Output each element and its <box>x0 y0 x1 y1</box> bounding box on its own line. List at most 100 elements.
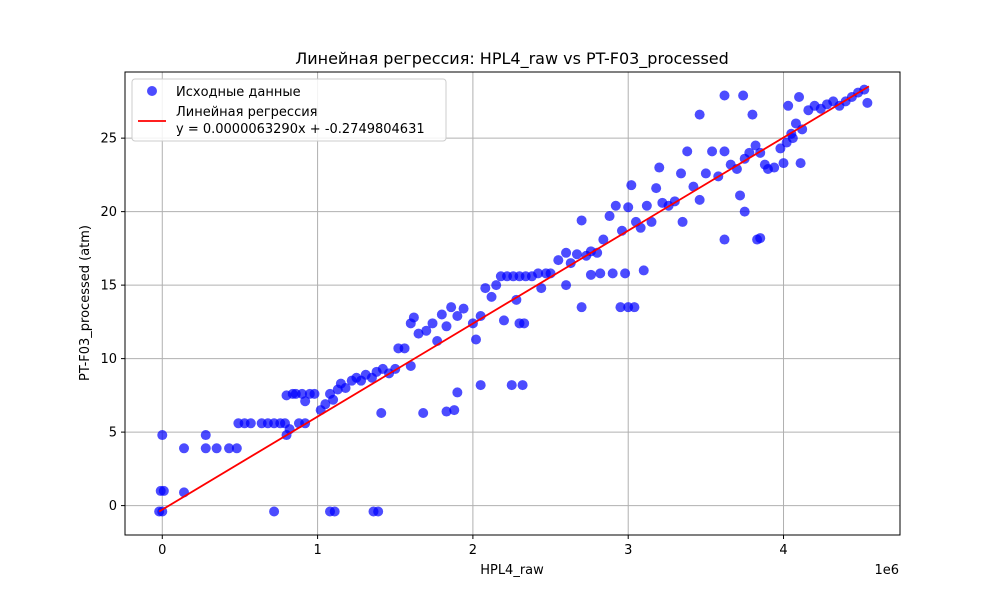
data-point <box>778 158 789 169</box>
data-point <box>421 325 432 336</box>
data-point <box>320 399 331 410</box>
data-point <box>641 200 652 211</box>
data-point <box>561 247 572 258</box>
data-point <box>179 443 190 454</box>
x-tick-label: 2 <box>469 543 477 558</box>
data-point <box>408 312 419 323</box>
data-point <box>506 380 517 391</box>
data-point <box>576 215 587 226</box>
regression-line <box>158 85 870 513</box>
data-point <box>787 133 798 144</box>
data-point <box>511 294 522 305</box>
data-point <box>862 97 873 108</box>
data-point <box>300 396 311 407</box>
data-point <box>638 265 649 276</box>
data-point <box>441 321 452 332</box>
data-point <box>405 360 416 371</box>
x-tick-label: 0 <box>158 543 166 558</box>
x-tick-label: 3 <box>624 543 632 558</box>
data-point <box>200 443 211 454</box>
data-point <box>646 216 657 227</box>
data-point <box>211 443 222 454</box>
y-tick-label: 10 <box>100 352 117 367</box>
data-point <box>623 202 634 213</box>
data-point <box>615 302 626 313</box>
x-tick-label: 4 <box>779 543 787 558</box>
data-point <box>475 310 486 321</box>
data-point <box>694 194 705 205</box>
data-point <box>795 158 806 169</box>
data-point <box>607 268 618 279</box>
data-point <box>604 211 615 222</box>
x-offset-label: 1e6 <box>874 563 899 578</box>
data-point <box>769 162 780 173</box>
data-point <box>498 315 509 326</box>
data-point <box>340 383 351 394</box>
data-point <box>595 268 606 279</box>
data-point <box>775 143 786 154</box>
data-point <box>458 303 469 314</box>
data-point <box>517 380 528 391</box>
x-axis-label: HPL4_raw <box>480 563 544 578</box>
data-point <box>694 109 705 120</box>
data-point <box>446 302 457 313</box>
data-point <box>373 506 384 517</box>
data-point <box>682 146 693 157</box>
data-point <box>413 328 424 339</box>
data-point <box>719 146 730 157</box>
legend-entry-data: Исходные данные <box>176 85 301 100</box>
data-point <box>328 394 339 405</box>
legend-box <box>131 78 447 142</box>
data-point <box>719 90 730 101</box>
chart-title: Линейная регрессия: HPL4_raw vs PT-F03_p… <box>295 49 729 69</box>
data-point <box>585 269 596 280</box>
plot-frame <box>124 71 901 536</box>
data-point <box>707 146 718 157</box>
axis-ticks: 0 1 2 3 4 0 5 10 15 20 25 <box>100 132 787 558</box>
data-point <box>739 206 750 217</box>
data-point <box>571 249 582 260</box>
data-point <box>735 190 746 201</box>
data-point <box>561 280 572 291</box>
x-tick-label: 1 <box>313 543 321 558</box>
data-point <box>452 310 463 321</box>
data-point <box>677 216 688 227</box>
data-point <box>452 387 463 398</box>
data-point <box>471 334 482 345</box>
data-point <box>598 234 609 245</box>
data-point <box>418 408 429 419</box>
data-point <box>651 183 662 194</box>
data-point <box>610 200 621 211</box>
data-point <box>719 234 730 245</box>
data-point <box>676 168 687 179</box>
data-point <box>797 124 808 135</box>
data-point <box>200 430 211 441</box>
data-point <box>427 318 438 329</box>
data-point <box>309 388 320 399</box>
data-point <box>794 91 805 102</box>
data-point <box>553 255 564 266</box>
data-point <box>783 100 794 111</box>
y-tick-label: 25 <box>100 132 117 147</box>
data-point <box>231 443 242 454</box>
legend: Исходные данные Линейная регрессия y = 0… <box>131 78 447 142</box>
data-point <box>755 233 766 244</box>
data-point <box>486 291 497 302</box>
data-point <box>738 90 749 101</box>
data-point <box>700 168 711 179</box>
data-point <box>399 343 410 354</box>
data-point <box>245 418 256 429</box>
data-point <box>491 280 502 291</box>
legend-scatter-marker <box>147 86 157 96</box>
y-tick-label: 15 <box>100 279 117 294</box>
plot-area <box>154 84 873 517</box>
data-point <box>269 506 280 517</box>
data-point <box>576 302 587 313</box>
data-point <box>747 109 758 120</box>
data-point <box>626 180 637 191</box>
data-point <box>224 443 235 454</box>
data-point <box>629 302 640 313</box>
data-point <box>158 485 169 496</box>
data-point <box>436 309 447 320</box>
